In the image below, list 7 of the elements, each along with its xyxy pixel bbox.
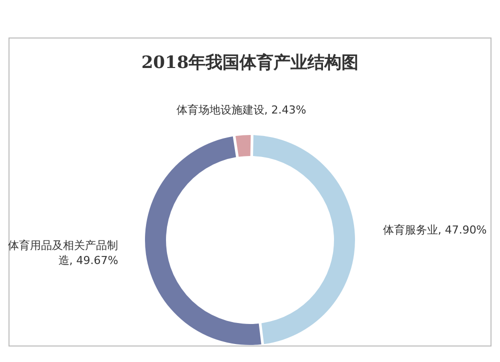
slice-label: 体育用品及相关产品制造, 49.67%	[8, 239, 118, 268]
donut-slice	[253, 135, 355, 344]
chart-title: 2018年我国体育产业结构图	[141, 52, 359, 73]
slice-label: 体育场地设施建设, 2.43%	[176, 103, 306, 116]
slice-label: 体育服务业, 47.90%	[382, 224, 487, 237]
donut-slice	[236, 135, 251, 157]
donut-slice	[144, 136, 262, 345]
